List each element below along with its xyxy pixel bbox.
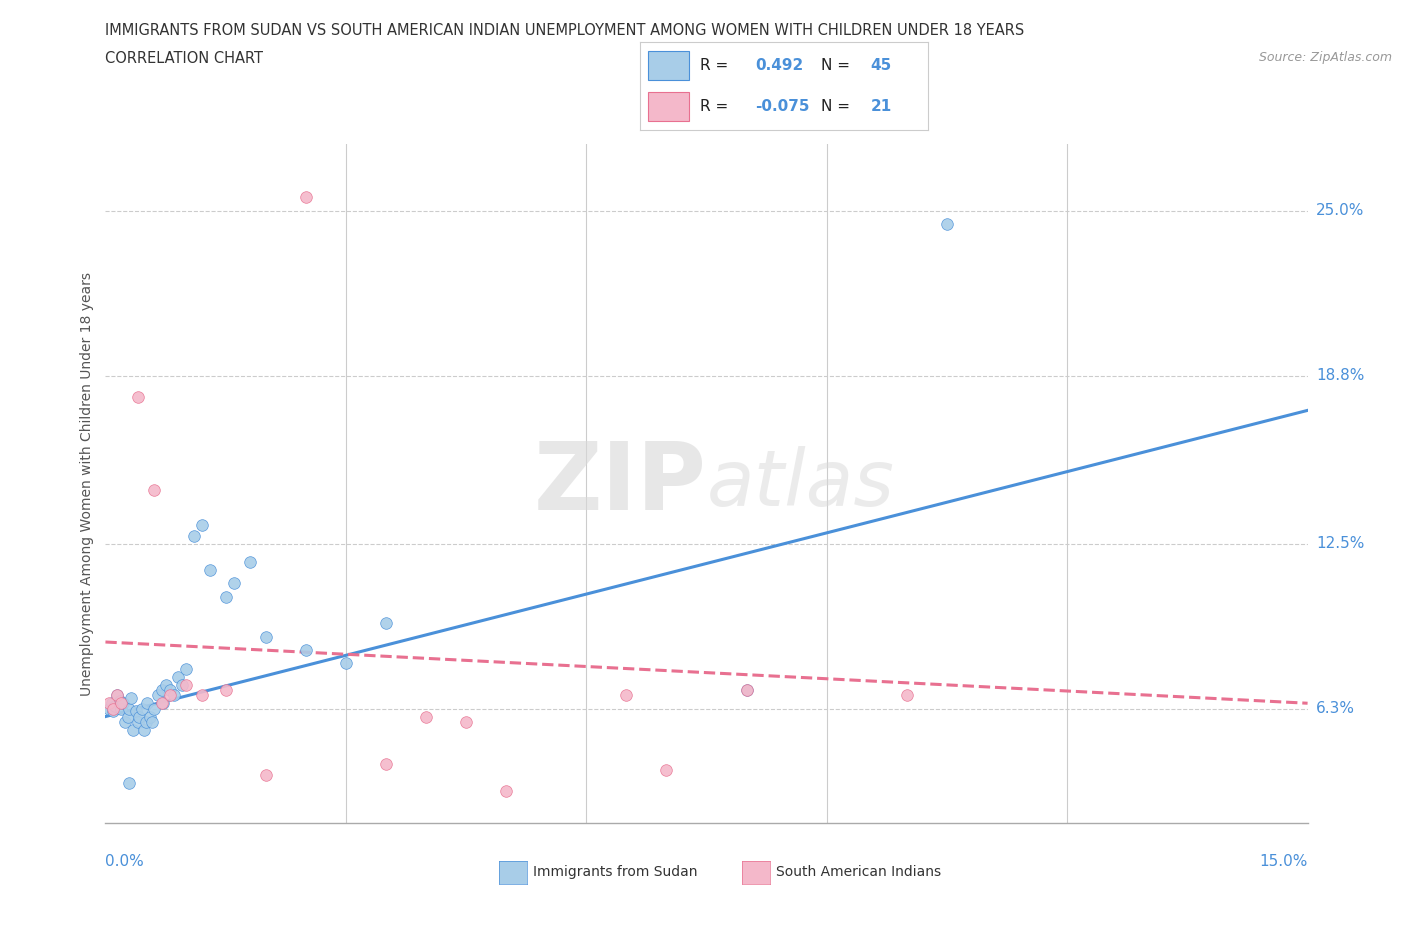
- Text: 18.8%: 18.8%: [1316, 368, 1364, 383]
- Point: [118, 701, 141, 716]
- Point: [110, 701, 132, 716]
- Point: [108, 693, 131, 708]
- Point: [456, 714, 478, 729]
- Point: [170, 677, 193, 692]
- Point: [735, 683, 758, 698]
- Point: [936, 217, 959, 232]
- Point: [146, 688, 169, 703]
- Point: [142, 483, 165, 498]
- Text: CORRELATION CHART: CORRELATION CHART: [105, 51, 263, 66]
- Point: [118, 776, 141, 790]
- Point: [495, 784, 517, 799]
- Bar: [648, 51, 689, 80]
- Text: R =: R =: [700, 99, 734, 113]
- Text: 6.3%: 6.3%: [1316, 701, 1355, 716]
- Point: [117, 709, 139, 724]
- Point: [150, 683, 173, 698]
- Point: [141, 714, 163, 729]
- Point: [138, 709, 160, 724]
- Point: [254, 767, 277, 782]
- Text: 15.0%: 15.0%: [1260, 854, 1308, 869]
- Text: atlas: atlas: [707, 445, 894, 522]
- Text: -0.075: -0.075: [755, 99, 810, 113]
- Point: [222, 576, 245, 591]
- Point: [135, 714, 157, 729]
- Point: [103, 701, 125, 716]
- Point: [101, 696, 124, 711]
- Text: 12.5%: 12.5%: [1316, 536, 1364, 551]
- Point: [295, 643, 318, 658]
- Point: [655, 763, 678, 777]
- Point: [122, 723, 145, 737]
- Point: [335, 656, 357, 671]
- Point: [190, 517, 212, 532]
- Text: Immigrants from Sudan: Immigrants from Sudan: [533, 865, 697, 880]
- Point: [198, 563, 221, 578]
- Point: [142, 701, 165, 716]
- Point: [214, 683, 236, 698]
- Point: [159, 688, 181, 703]
- Text: 21: 21: [870, 99, 891, 113]
- Text: IMMIGRANTS FROM SUDAN VS SOUTH AMERICAN INDIAN UNEMPLOYMENT AMONG WOMEN WITH CHI: IMMIGRANTS FROM SUDAN VS SOUTH AMERICAN …: [105, 23, 1025, 38]
- Point: [374, 757, 396, 772]
- Point: [112, 696, 135, 711]
- Point: [174, 661, 197, 676]
- Bar: [648, 92, 689, 122]
- Point: [127, 390, 149, 405]
- Point: [374, 616, 396, 631]
- Point: [98, 701, 121, 716]
- Text: 45: 45: [870, 59, 891, 73]
- Point: [125, 704, 148, 719]
- Point: [162, 688, 184, 703]
- Point: [152, 696, 174, 711]
- Point: [155, 677, 177, 692]
- Point: [295, 190, 318, 205]
- Point: [127, 714, 149, 729]
- Point: [128, 709, 150, 724]
- Point: [107, 688, 129, 703]
- Point: [132, 723, 155, 737]
- Text: 0.0%: 0.0%: [105, 854, 145, 869]
- Point: [131, 701, 153, 716]
- Point: [183, 528, 205, 543]
- Point: [136, 696, 159, 711]
- Text: South American Indians: South American Indians: [776, 865, 941, 880]
- Point: [214, 590, 236, 604]
- Text: N =: N =: [821, 99, 855, 113]
- Point: [107, 688, 129, 703]
- Point: [616, 688, 638, 703]
- Point: [166, 670, 188, 684]
- Point: [174, 677, 197, 692]
- Text: Source: ZipAtlas.com: Source: ZipAtlas.com: [1258, 51, 1392, 64]
- Point: [103, 704, 125, 719]
- Point: [110, 696, 132, 711]
- Point: [239, 554, 262, 569]
- Point: [735, 683, 758, 698]
- Text: 25.0%: 25.0%: [1316, 204, 1364, 219]
- Text: 0.492: 0.492: [755, 59, 803, 73]
- Text: R =: R =: [700, 59, 734, 73]
- Point: [190, 688, 212, 703]
- Point: [114, 714, 136, 729]
- Point: [896, 688, 918, 703]
- Point: [254, 630, 277, 644]
- Text: N =: N =: [821, 59, 855, 73]
- Point: [150, 696, 173, 711]
- Point: [104, 698, 127, 713]
- Point: [98, 696, 121, 711]
- Point: [415, 709, 437, 724]
- Point: [120, 690, 142, 705]
- Text: ZIP: ZIP: [534, 438, 707, 529]
- Y-axis label: Unemployment Among Women with Children Under 18 years: Unemployment Among Women with Children U…: [80, 272, 94, 696]
- Point: [159, 683, 181, 698]
